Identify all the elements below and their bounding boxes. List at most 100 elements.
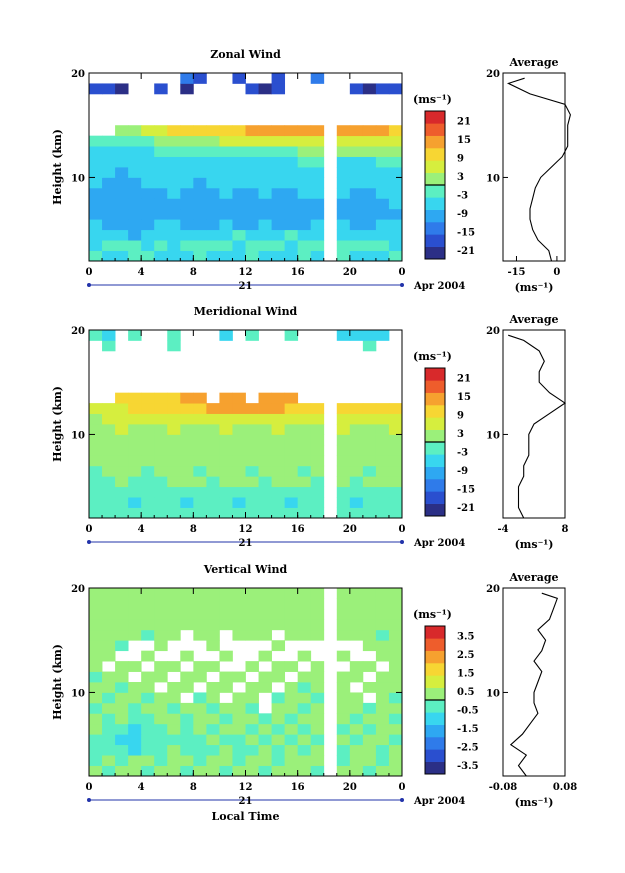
colorbar-band: [425, 724, 445, 738]
heatmap-cell: [115, 608, 129, 620]
heatmap-cell: [115, 692, 129, 704]
heatmap-cell: [362, 682, 377, 693]
x-tick-label: 16: [291, 267, 305, 278]
heatmap-cell: [362, 403, 377, 414]
average-frame: [502, 72, 566, 262]
x-tick-label: 20: [343, 524, 357, 535]
heatmap-cell: [180, 608, 194, 620]
heatmap-cell: [336, 177, 351, 189]
heatmap-cell: [193, 755, 207, 766]
heatmap-cell: [297, 723, 312, 735]
heatmap-cell: [89, 250, 103, 262]
heatmap-cell: [362, 661, 377, 672]
heatmap-cell: [232, 198, 246, 210]
heatmap-cell: [245, 330, 259, 341]
heatmap-cell: [362, 455, 377, 467]
heatmap-cell: [141, 444, 155, 456]
heatmap-cell: [284, 682, 299, 693]
average-x-tick-label: 8: [562, 524, 569, 535]
heatmap-cell: [206, 250, 220, 262]
heatmap-cell: [310, 486, 325, 498]
heatmap-cell: [375, 455, 390, 467]
heatmap-cell: [206, 434, 220, 446]
heatmap-cell: [336, 598, 351, 610]
heatmap-cell: [362, 167, 377, 178]
heatmap-cell: [349, 208, 364, 220]
heatmap-cell: [219, 434, 233, 446]
heatmap-cell: [245, 692, 259, 704]
heatmap-cell: [206, 734, 220, 746]
heatmap-cell: [297, 619, 312, 631]
heatmap-cell: [206, 240, 220, 251]
heatmap-cell: [310, 661, 325, 672]
heatmap-cell: [310, 424, 325, 435]
heatmap-cell: [271, 208, 286, 220]
heatmap-cell: [258, 392, 272, 404]
heatmap-cell: [154, 424, 168, 435]
heatmap-cell: [258, 240, 272, 251]
heatmap-cell: [245, 661, 259, 672]
heatmap-cell: [180, 734, 194, 746]
heatmap-cell: [206, 765, 220, 777]
heatmap-cell: [310, 444, 325, 456]
heatmap-cell: [167, 497, 181, 508]
heatmap-cell: [349, 455, 364, 467]
heatmap-cell: [102, 702, 116, 714]
heatmap-cell: [362, 629, 377, 641]
heatmap-cell: [310, 229, 325, 241]
heatmap-cell: [375, 671, 390, 683]
heatmap-cell: [115, 713, 129, 725]
heatmap-cell: [245, 702, 259, 714]
heatmap-cell: [128, 250, 142, 262]
heatmap-cell: [258, 177, 272, 189]
heatmap-cell: [193, 444, 207, 456]
heatmap-cell: [219, 240, 233, 251]
heatmap-cell: [297, 692, 312, 704]
heatmap-cell: [349, 177, 364, 189]
heatmap-cell: [102, 486, 116, 498]
heatmap-cell: [375, 744, 390, 756]
heatmap-cell: [167, 619, 181, 631]
heatmap-cell: [362, 723, 377, 735]
heatmap-cell: [89, 83, 103, 95]
heatmap-cell: [284, 702, 299, 714]
colorbar-tick-label: -3: [457, 447, 468, 458]
heatmap-cell: [102, 167, 116, 178]
heatmap-cell: [297, 167, 312, 178]
heatmap-cell: [219, 146, 233, 157]
heatmap-cell: [310, 588, 325, 599]
heatmap-cell: [310, 619, 325, 631]
heatmap-cell: [310, 219, 325, 231]
heatmap-cell: [349, 744, 364, 756]
heatmap-cell: [310, 682, 325, 693]
heatmap-cell: [219, 403, 233, 414]
heatmap-cell: [349, 156, 364, 168]
heatmap-cell: [349, 507, 364, 519]
heatmap-cell: [336, 146, 351, 157]
heatmap-cell: [219, 135, 233, 147]
heatmap-cell: [154, 734, 168, 746]
heatmap-cell: [128, 608, 142, 620]
heatmap-cell: [89, 187, 103, 199]
heatmap-cell: [128, 434, 142, 446]
heatmap-cell: [388, 702, 403, 714]
day-axis-end: [400, 798, 404, 802]
heatmap-cell: [141, 240, 155, 251]
heatmap-cell: [349, 135, 364, 147]
heatmap-cell: [115, 629, 129, 641]
heatmap-cell: [388, 156, 403, 168]
colorbar-tick-label: -15: [457, 484, 475, 495]
heatmap-cell: [115, 229, 129, 241]
heatmap-cell: [89, 744, 103, 756]
heatmap-cell: [284, 250, 299, 262]
heatmap-cell: [89, 208, 103, 220]
heatmap-cell: [297, 598, 312, 610]
heatmap-cell: [115, 755, 129, 766]
heatmap-cell: [180, 229, 194, 241]
colorbar-tick-label: 15: [457, 135, 471, 146]
average-x-tick-label: 0: [553, 267, 560, 278]
heatmap-cell: [349, 330, 364, 341]
heatmap-cell: [89, 702, 103, 714]
heatmap-cell: [284, 497, 299, 508]
heatmap-cell: [349, 83, 364, 95]
